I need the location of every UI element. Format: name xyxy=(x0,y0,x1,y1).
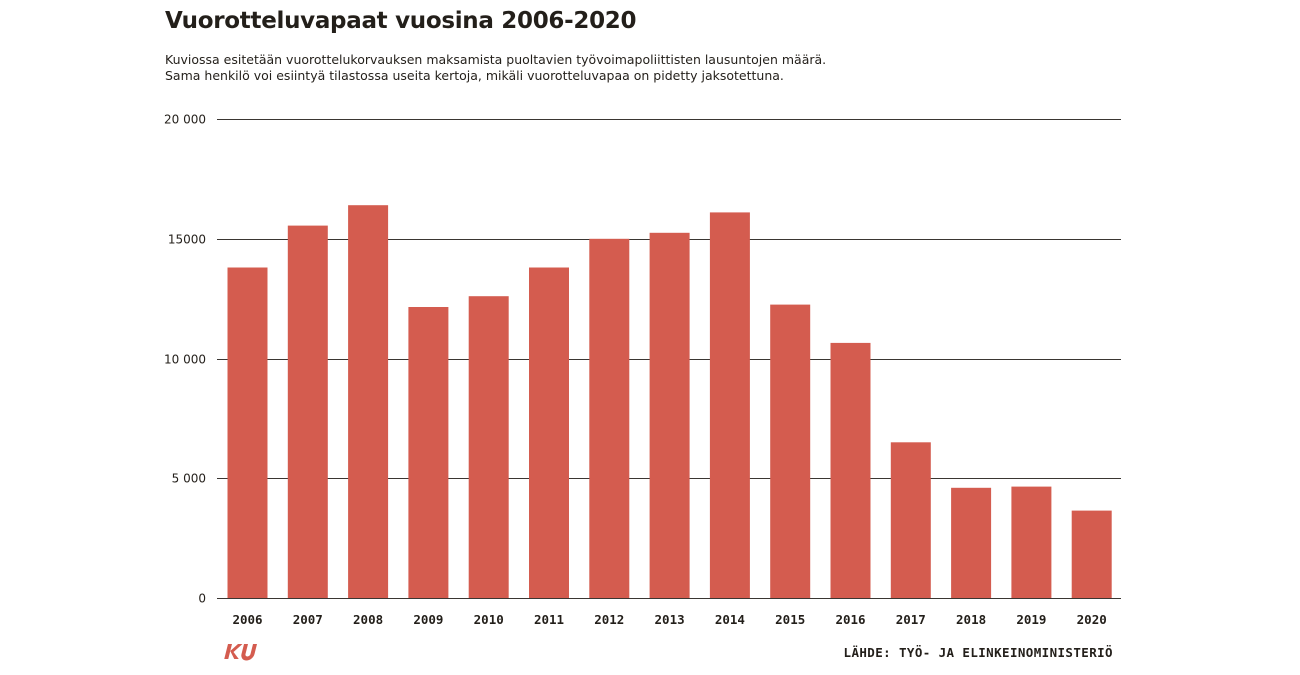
bar-2018 xyxy=(951,487,992,598)
y-axis-tick-labels: 0 5 000 10 000 15000 20 000 xyxy=(164,113,206,606)
source-note: LÄHDE: TYÖ- JA ELINKEINOMINISTERIÖ xyxy=(843,645,1113,660)
x-tick-label-2019: 2019 xyxy=(1016,612,1046,627)
y-tick-label: 20 000 xyxy=(164,113,206,127)
bar-2020 xyxy=(1071,510,1112,598)
x-tick-label-2014: 2014 xyxy=(715,612,745,627)
y-tick-label: 0 xyxy=(198,592,206,606)
subtitle-line-2: Sama henkilö voi esiintyä tilastossa use… xyxy=(165,68,784,83)
bar-2019 xyxy=(1011,486,1052,598)
bar-2010 xyxy=(468,296,509,598)
ku-logo xyxy=(224,644,258,661)
x-axis-tick-labels: 2006 2007 2008 2009 2010 2011 2012 2013 2014 2015… xyxy=(232,612,1106,627)
bar-2017 xyxy=(890,442,931,598)
bar-2014 xyxy=(709,212,750,598)
x-tick-label-2020: 2020 xyxy=(1077,612,1107,627)
x-tick-label-2018: 2018 xyxy=(956,612,986,627)
bar-2009 xyxy=(408,307,449,598)
x-tick-label-2009: 2009 xyxy=(413,612,443,627)
x-tick-label-2008: 2008 xyxy=(353,612,383,627)
chart-subtitle: Kuviossa esitetään vuorottelukorvauksen … xyxy=(165,52,826,84)
x-tick-label-2016: 2016 xyxy=(835,612,865,627)
x-tick-label-2017: 2017 xyxy=(896,612,926,627)
y-tick-label: 5 000 xyxy=(172,472,206,486)
subtitle-line-1: Kuviossa esitetään vuorottelukorvauksen … xyxy=(165,52,827,67)
bar-2016 xyxy=(830,342,871,598)
y-tick-label: 10 000 xyxy=(164,353,206,367)
bar-2008 xyxy=(348,205,389,598)
x-tick-label-2011: 2011 xyxy=(534,612,564,627)
bar-2006 xyxy=(227,267,268,598)
bar-2012 xyxy=(589,238,630,599)
x-tick-label-2015: 2015 xyxy=(775,612,805,627)
x-tick-label-2010: 2010 xyxy=(474,612,504,627)
x-tick-label-2012: 2012 xyxy=(594,612,624,627)
y-tick-label: 15000 xyxy=(168,233,206,247)
bar-2011 xyxy=(529,267,569,598)
bar-2015 xyxy=(770,304,811,598)
bars xyxy=(227,205,1112,599)
chart-title: Vuorotteluvapaat vuosina 2006-2020 xyxy=(165,8,637,34)
x-tick-label-2006: 2006 xyxy=(232,612,262,627)
x-tick-label-2013: 2013 xyxy=(655,612,685,627)
bar-2013 xyxy=(649,232,690,599)
bar-2007 xyxy=(287,225,328,598)
x-tick-label-2007: 2007 xyxy=(293,612,323,627)
